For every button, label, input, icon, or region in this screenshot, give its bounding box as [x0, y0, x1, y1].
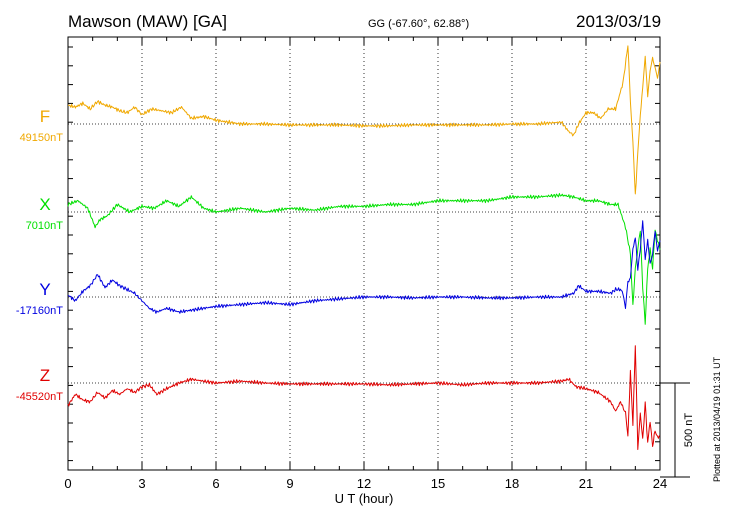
series-label-z: Z [40, 366, 50, 385]
baseline-value-y: -17160nT [16, 305, 63, 317]
scale-bar-label: 500 nT [683, 413, 695, 448]
axis-ticks [67, 37, 661, 470]
plot-date: 2013/03/19 [576, 12, 662, 31]
x-tick-label-3: 3 [138, 476, 145, 491]
scale-bar: 500 nT [660, 382, 695, 478]
x-tick-label-0: 0 [64, 476, 71, 491]
x-tick-label-9: 9 [286, 476, 293, 491]
series-labels: F 49150nT X 7010nT Y -17160nT Z -45520nT [16, 107, 63, 403]
series-label-f: F [40, 107, 50, 126]
station-coordinates: GG (-67.60°, 62.88°) [368, 18, 470, 30]
trace-y [67, 220, 661, 314]
x-tick-label-6: 6 [212, 476, 219, 491]
trace-f [67, 45, 661, 195]
baseline-value-x: 7010nT [26, 220, 64, 232]
station-title: Mawson (MAW) [GA] [68, 12, 227, 31]
grid-lines [141, 37, 587, 470]
x-tick-label-24: 24 [653, 476, 667, 491]
series-label-x: X [39, 195, 50, 214]
x-tick-label-12: 12 [357, 476, 371, 491]
x-tick-label-21: 21 [579, 476, 593, 491]
x-tick-label-15: 15 [431, 476, 445, 491]
baseline-value-z: -45520nT [16, 391, 63, 403]
x-tick-label-18: 18 [505, 476, 519, 491]
trace-x [67, 193, 661, 325]
baseline-value-f: 49150nT [20, 132, 64, 144]
x-axis-label: U T (hour) [335, 491, 394, 506]
trace-z [67, 345, 661, 450]
series-label-y: Y [39, 280, 50, 299]
x-tick-labels: 0 3 6 9 12 15 18 21 24 [64, 476, 667, 491]
series-traces [67, 45, 661, 450]
